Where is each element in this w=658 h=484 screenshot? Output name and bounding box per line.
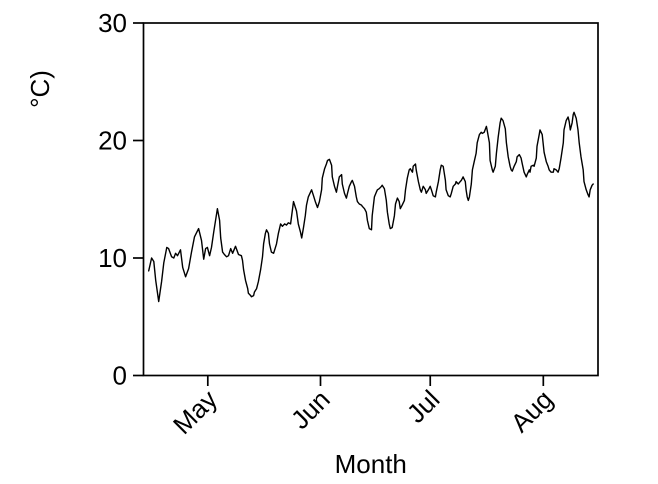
plot-border	[142, 22, 599, 377]
temperature-series-line	[147, 111, 594, 303]
y-tick-label: 10	[98, 243, 127, 273]
y-axis-label: °C)	[25, 70, 55, 108]
y-tick-label: 20	[98, 126, 127, 156]
y-tick-label: 30	[98, 8, 127, 38]
y-tick-label: 0	[113, 361, 127, 391]
x-axis-label: Month	[335, 449, 407, 479]
